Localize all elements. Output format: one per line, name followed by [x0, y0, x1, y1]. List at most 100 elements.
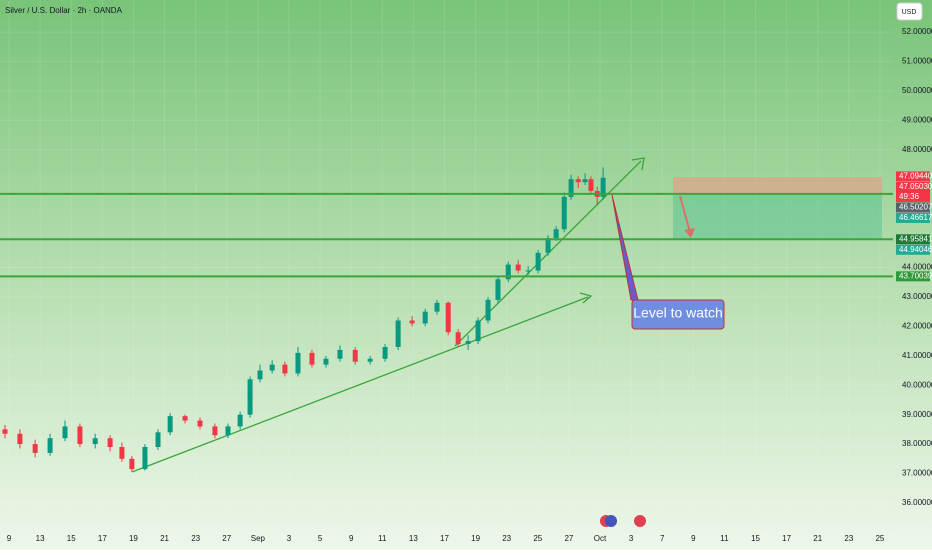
price-tag-label: 43.70039: [899, 271, 932, 280]
candle-body: [119, 447, 125, 459]
stop-zone: [673, 177, 882, 195]
x-tick-label: 3: [629, 534, 634, 543]
y-tick-label: 38.00000: [902, 439, 932, 448]
candle-body: [553, 229, 559, 239]
candle-body: [545, 238, 551, 253]
candle-body: [2, 429, 8, 434]
x-tick-label: 9: [691, 534, 696, 543]
target-zone: [673, 195, 882, 239]
candle-body: [92, 438, 98, 445]
y-tick-label: 44.00000: [902, 263, 932, 272]
x-tick-label: 27: [222, 534, 231, 543]
price-tag: [896, 171, 930, 182]
price-tag: [896, 244, 930, 255]
chart-title: Silver / U.S. Dollar · 2h · OANDA: [5, 6, 123, 15]
currency-box[interactable]: [896, 2, 923, 21]
candle-body: [600, 177, 606, 197]
candle-body: [367, 358, 373, 362]
candle-body: [455, 332, 461, 345]
price-tag-label: 44.94046: [899, 245, 932, 254]
x-tick-label: 23: [844, 534, 853, 543]
x-tick-label: 21: [813, 534, 822, 543]
candle-body: [32, 444, 38, 453]
candle-body: [295, 352, 301, 374]
event-flag[interactable]: [634, 515, 646, 527]
x-tick-label: 3: [287, 534, 292, 543]
candle-body: [197, 420, 203, 427]
x-tick-label: 27: [564, 534, 573, 543]
price-tag-label: 47.05030: [899, 182, 932, 191]
x-tick-label: 13: [409, 534, 418, 543]
candle-body: [434, 302, 440, 312]
x-tick-label: 23: [191, 534, 200, 543]
candle-body: [561, 196, 567, 230]
candle-body: [129, 458, 135, 470]
target-arrowhead: [684, 228, 695, 238]
y-tick-label: 52.00000: [902, 27, 932, 36]
target-arrow: [679, 195, 691, 233]
candle-body: [323, 358, 329, 365]
trend-arrow: [579, 292, 593, 304]
price-tag: [896, 212, 930, 223]
y-tick-label: 50.00000: [902, 86, 932, 95]
candle-body: [409, 320, 415, 324]
candle-body: [17, 433, 23, 445]
candle-body: [422, 311, 428, 324]
candle-body: [475, 320, 481, 342]
candle-body: [212, 426, 218, 436]
y-tick-label: 48.00000: [902, 145, 932, 154]
x-tick-label: 9: [349, 534, 354, 543]
x-tick-label: 17: [782, 534, 791, 543]
candle-body: [77, 426, 83, 445]
event-flag[interactable]: [605, 515, 617, 527]
candles: [2, 167, 606, 473]
y-tick-label: 41.00000: [902, 351, 932, 360]
price-tag: [896, 271, 930, 282]
y-tick-label: 49.00000: [902, 115, 932, 124]
candle-body: [269, 364, 275, 371]
x-tick-label: 25: [875, 534, 884, 543]
price-tag-label: 46.46617: [899, 213, 932, 222]
candle-body: [505, 264, 511, 280]
x-tick-label: 9: [7, 534, 12, 543]
candle-body: [568, 179, 574, 197]
candle-body: [535, 252, 541, 271]
y-tick-label: 42.00000: [902, 321, 932, 330]
countdown: 49:36: [899, 192, 920, 201]
price-tag: [896, 234, 930, 245]
candle-body: [47, 438, 53, 453]
price-tag-label: 44.95841: [899, 234, 932, 243]
candle-body: [282, 364, 288, 374]
y-tick-label: 51.00000: [902, 57, 932, 66]
x-tick-label: 15: [751, 534, 760, 543]
x-tick-label: 11: [378, 534, 387, 543]
x-tick-label: 25: [533, 534, 542, 543]
candle-body: [515, 264, 521, 271]
candle-body: [257, 370, 263, 380]
candle-body: [575, 179, 581, 183]
candle-body: [247, 379, 253, 415]
candle-body: [352, 349, 358, 362]
x-tick-label: 23: [502, 534, 511, 543]
x-tick-label: 5: [318, 534, 323, 543]
candle-body: [588, 179, 594, 191]
currency: USD: [902, 9, 917, 16]
x-axis: 36.00000 37.00000 38.00000 39.00000 40.00000…: [7, 27, 932, 543]
trendline: [131, 296, 589, 473]
x-tick-label: Sep: [251, 534, 266, 543]
callout-box: [631, 299, 725, 330]
x-tick-label: 17: [98, 534, 107, 543]
x-tick-label: Oct: [594, 534, 607, 543]
candle-body: [495, 279, 501, 300]
candle-body: [582, 179, 588, 183]
x-tick-label: 13: [36, 534, 45, 543]
price-tag: [896, 202, 930, 213]
y-tick-label: 36.00000: [902, 498, 932, 507]
candle-body: [445, 302, 451, 333]
candle-body: [155, 432, 161, 448]
candle-body: [142, 447, 148, 470]
x-tick-label: 19: [471, 534, 480, 543]
y-tick-label: 43.00000: [902, 292, 932, 301]
candle-body: [525, 270, 531, 272]
